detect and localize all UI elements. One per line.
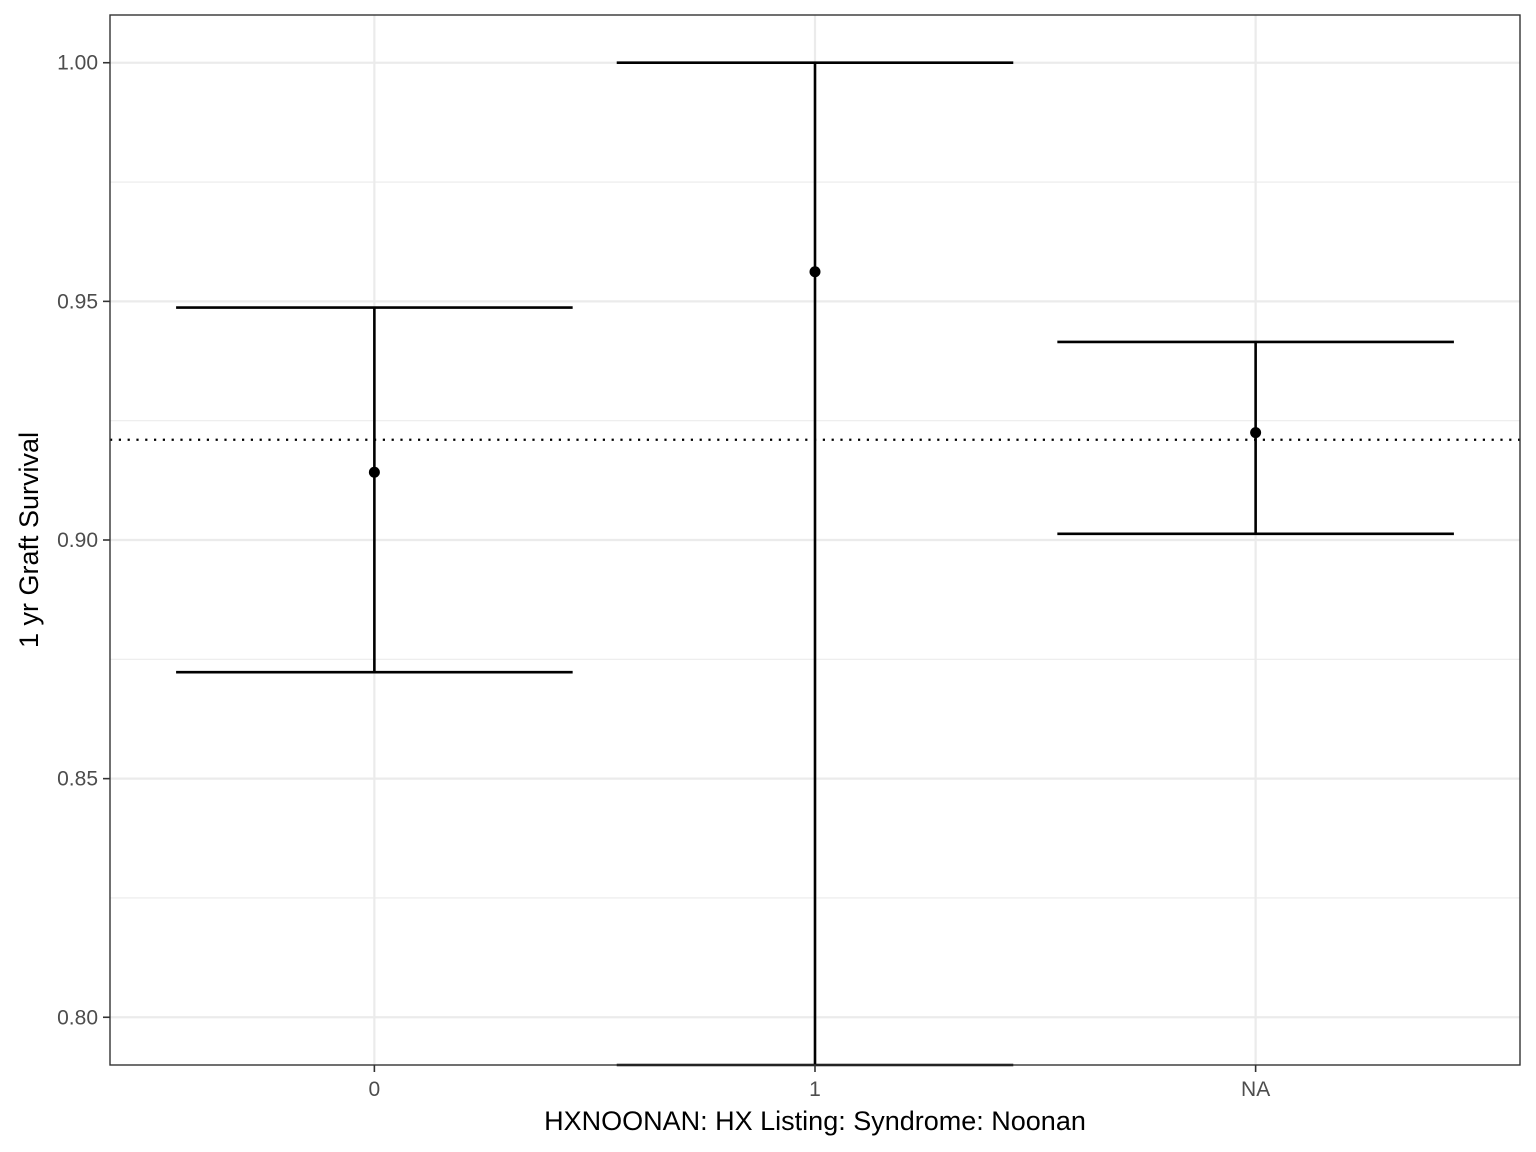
point-estimate-NA <box>1250 427 1262 439</box>
y-axis-ticks: 0.80 0.85 0.90 0.95 1.00 <box>57 52 110 1029</box>
error-bar-0 <box>176 306 573 674</box>
y-tick-label: 0.80 <box>57 1006 98 1029</box>
x-tick-label: NA <box>1241 1078 1270 1101</box>
point-estimate-1 <box>809 266 821 278</box>
x-axis-title: HXNOONAN: HX Listing: Syndrome: Noonan <box>544 1106 1086 1136</box>
x-tick-label: 1 <box>809 1078 821 1101</box>
y-tick-label: 0.90 <box>57 529 98 552</box>
x-tick-label: 0 <box>369 1078 381 1101</box>
y-axis-title: 1 yr Graft Survival <box>14 432 44 648</box>
x-axis-ticks: 0 1 NA <box>369 1065 1270 1101</box>
point-estimates <box>368 266 1262 478</box>
y-tick-label: 0.95 <box>57 290 98 313</box>
point-estimate-0 <box>368 466 380 478</box>
y-tick-label: 0.85 <box>57 768 98 791</box>
y-tick-label: 1.00 <box>57 52 98 75</box>
